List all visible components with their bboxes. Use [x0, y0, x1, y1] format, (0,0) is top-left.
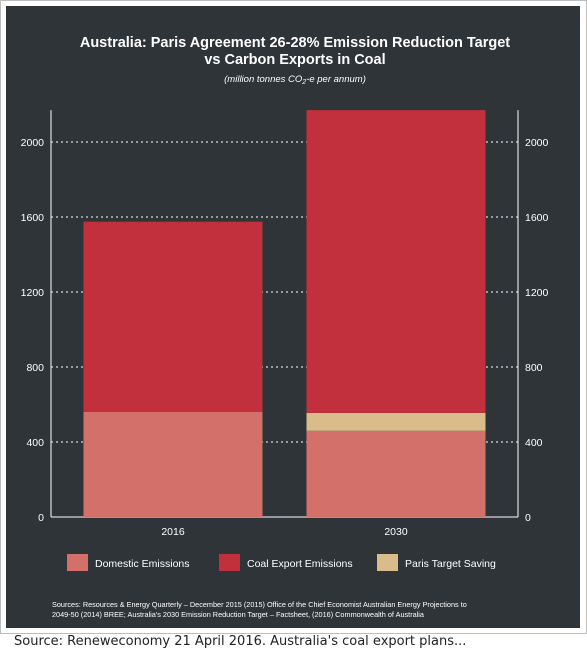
y-tick-right-400: 400: [525, 437, 543, 449]
y-tick-right-2000: 2000: [525, 137, 549, 149]
chart-panel: Australia: Paris Agreement 26-28% Emissi…: [6, 6, 580, 628]
bar-2030-coal-export-emissions: [306, 110, 486, 413]
tick-labels: 0 0 400 400 800 800 1200 1200 1600 1600 2000 2000 20…: [21, 137, 549, 538]
y-tick-left-1200: 1200: [21, 287, 45, 299]
chart: Australia: Paris Agreement 26-28% Emissi…: [21, 35, 549, 619]
figure-frame: Australia: Paris Agreement 26-28% Emissi…: [0, 0, 587, 634]
bar-2030-domestic-emissions: [306, 430, 486, 517]
y-tick-right-0: 0: [525, 512, 531, 524]
figure-caption: Source: Reneweconomy 21 April 2016. Aust…: [14, 634, 467, 649]
subtitle-text: (million tonnes CO: [224, 74, 303, 85]
chart-title-line-1: Australia: Paris Agreement 26-28% Emissi…: [80, 35, 510, 51]
y-tick-right-1200: 1200: [525, 287, 549, 299]
bar-2016-coal-export-emissions: [83, 221, 263, 412]
bar-2016-domestic-emissions: [83, 412, 263, 517]
y-tick-left-0: 0: [38, 512, 44, 524]
y-tick-left-1600: 1600: [21, 212, 45, 224]
chart-title-line-2: vs Carbon Exports in Coal: [204, 52, 385, 68]
legend-swatch-paris-target-saving: [377, 554, 398, 571]
legend-label-coal-export-emissions: Coal Export Emissions: [247, 558, 353, 570]
bars: [83, 110, 486, 517]
source-line-2: 2049-50 (2014) BREE; Australia's 2030 Em…: [52, 610, 425, 619]
y-tick-left-2000: 2000: [21, 137, 45, 149]
source-line-1: Sources: Resources & Energy Quarterly – …: [52, 600, 467, 609]
subtitle-tail: -e per annum): [306, 74, 366, 85]
legend: Domestic Emissions Coal Export Emissions P…: [67, 554, 496, 571]
y-tick-left-800: 800: [26, 362, 44, 374]
legend-label-domestic-emissions: Domestic Emissions: [95, 558, 190, 570]
y-tick-right-1600: 1600: [525, 212, 549, 224]
y-tick-right-800: 800: [525, 362, 543, 374]
legend-swatch-coal-export-emissions: [219, 554, 240, 571]
source-notes: Sources: Resources & Energy Quarterly – …: [52, 600, 467, 619]
legend-label-paris-target-saving: Paris Target Saving: [405, 558, 496, 570]
bar-2030-paris-target-saving: [306, 412, 486, 431]
x-tick-2016: 2016: [161, 526, 185, 538]
y-tick-left-400: 400: [26, 437, 44, 449]
legend-swatch-domestic-emissions: [67, 554, 88, 571]
chart-subtitle: (million tonnes CO2-e per annum): [224, 74, 366, 86]
subtitle-subscript: 2: [301, 79, 306, 86]
x-tick-2030: 2030: [384, 526, 408, 538]
